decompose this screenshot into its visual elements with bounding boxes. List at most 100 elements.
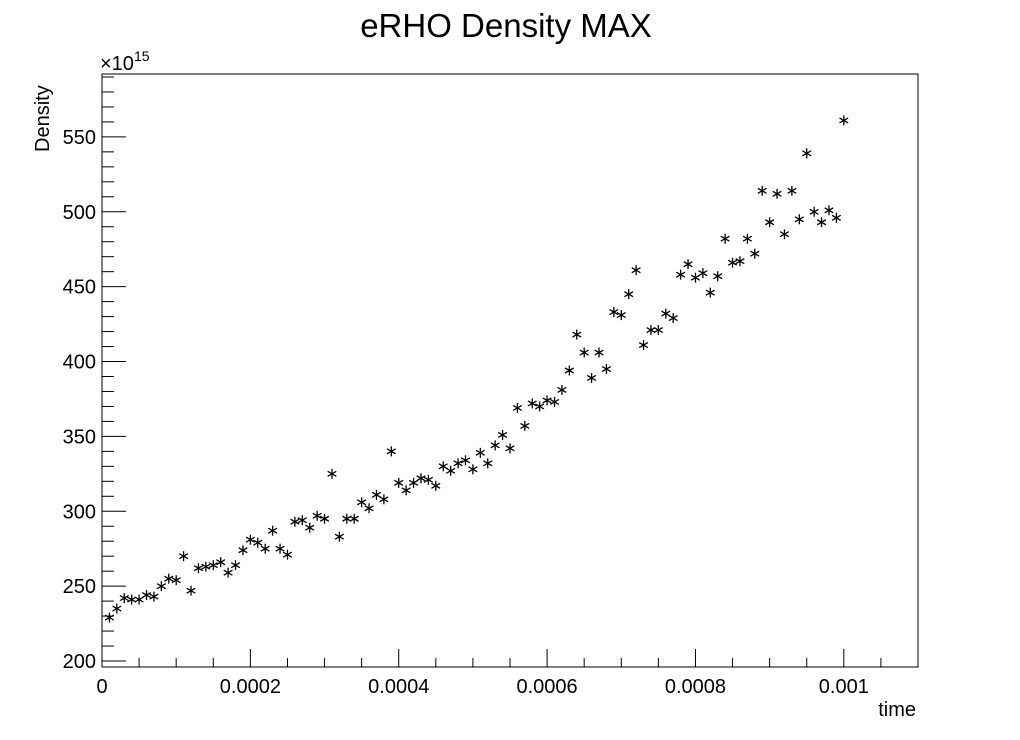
data-point-stroke [267,527,278,534]
data-point-stroke [423,476,434,483]
data-point [646,325,656,336]
data-points [104,115,849,623]
data-point-stroke [512,404,523,411]
data-point-stroke [416,475,426,482]
x-tick-label: 0.001 [819,676,869,698]
data-point-stroke [713,273,723,280]
data-point-stroke [208,562,218,569]
data-point [742,233,753,244]
data-point [401,485,411,496]
data-point [549,396,560,407]
data-point-stroke [720,235,730,242]
data-point [423,474,434,485]
y-tick-label: 450 [63,277,96,299]
plot-frame [101,73,919,668]
data-point [653,325,664,336]
data-point [601,364,612,375]
data-point [230,560,241,571]
y-tick-label: 200 [63,651,96,673]
data-point-stroke [453,460,463,467]
data-point-stroke [216,559,226,566]
data-point-stroke [193,565,204,572]
data-point-stroke [186,587,196,594]
data-point [193,563,204,574]
data-point [809,206,819,217]
data-point [342,513,352,524]
data-point [297,515,307,526]
data-point-stroke [282,551,293,558]
y-axis-multiplier-base: ×10 [100,53,134,75]
data-point-stroke [104,614,115,621]
data-point-stroke [764,219,775,226]
data-point-stroke [527,400,537,407]
data-point [616,310,626,321]
data-point-stroke [260,545,270,552]
data-point [186,585,196,596]
data-point-stroke [238,547,248,554]
data-point [408,477,419,488]
data-point [445,465,456,476]
data-point-stroke [601,365,612,373]
data-point [609,307,619,318]
data-point [319,513,330,524]
data-point [787,185,797,196]
data-point [757,185,767,196]
data-point-stroke [624,291,634,298]
data-point [564,365,575,376]
data-point-stroke [742,235,753,242]
data-point-stroke [816,219,827,226]
data-point [557,384,567,395]
data-point [119,593,129,604]
data-point [275,543,285,554]
x-tick-label: 0.0008 [665,676,726,698]
data-point-stroke [245,536,256,543]
data-point-stroke [178,553,189,560]
x-tick-label: 0.0002 [220,676,281,698]
data-point-stroke [505,445,515,452]
data-point [356,497,367,508]
data-point-stroke [802,150,812,157]
data-point [713,271,723,282]
data-point-stroke [750,250,760,257]
data-point-stroke [327,470,337,477]
data-point-stroke [698,270,708,277]
data-point [141,590,152,601]
data-point [794,214,804,225]
data-point-stroke [445,467,456,474]
data-point [171,575,181,586]
data-point [497,429,508,440]
data-point-stroke [386,448,396,455]
data-point-stroke [535,403,545,410]
chart-title: eRHO Density MAX [360,7,652,44]
data-point-stroke [349,515,359,522]
data-point-stroke [401,487,411,494]
data-point-stroke [290,518,300,525]
data-point-stroke [675,271,686,278]
data-point-stroke [579,349,589,356]
data-point [831,212,842,223]
data-point [238,545,248,556]
data-point [267,525,278,536]
data-point [260,543,270,554]
data-point-stroke [683,261,693,268]
data-point-stroke [156,583,167,590]
data-point [698,268,708,279]
data-point-stroke [364,505,374,512]
data-point [416,473,426,484]
data-point [282,549,293,560]
data-point [349,513,359,524]
data-point-stroke [319,515,330,522]
data-point-stroke [809,208,819,215]
data-point [624,289,634,300]
data-point-stroke [609,309,619,316]
data-point [127,594,137,605]
x-tick-label: 0.0006 [517,676,578,698]
data-point [690,272,701,283]
data-point [216,557,226,568]
y-tick-label: 550 [63,127,96,149]
data-point [134,594,144,605]
data-point [802,148,812,159]
data-point [816,217,827,228]
data-point-stroke [757,187,767,194]
data-point-stroke [253,539,263,546]
